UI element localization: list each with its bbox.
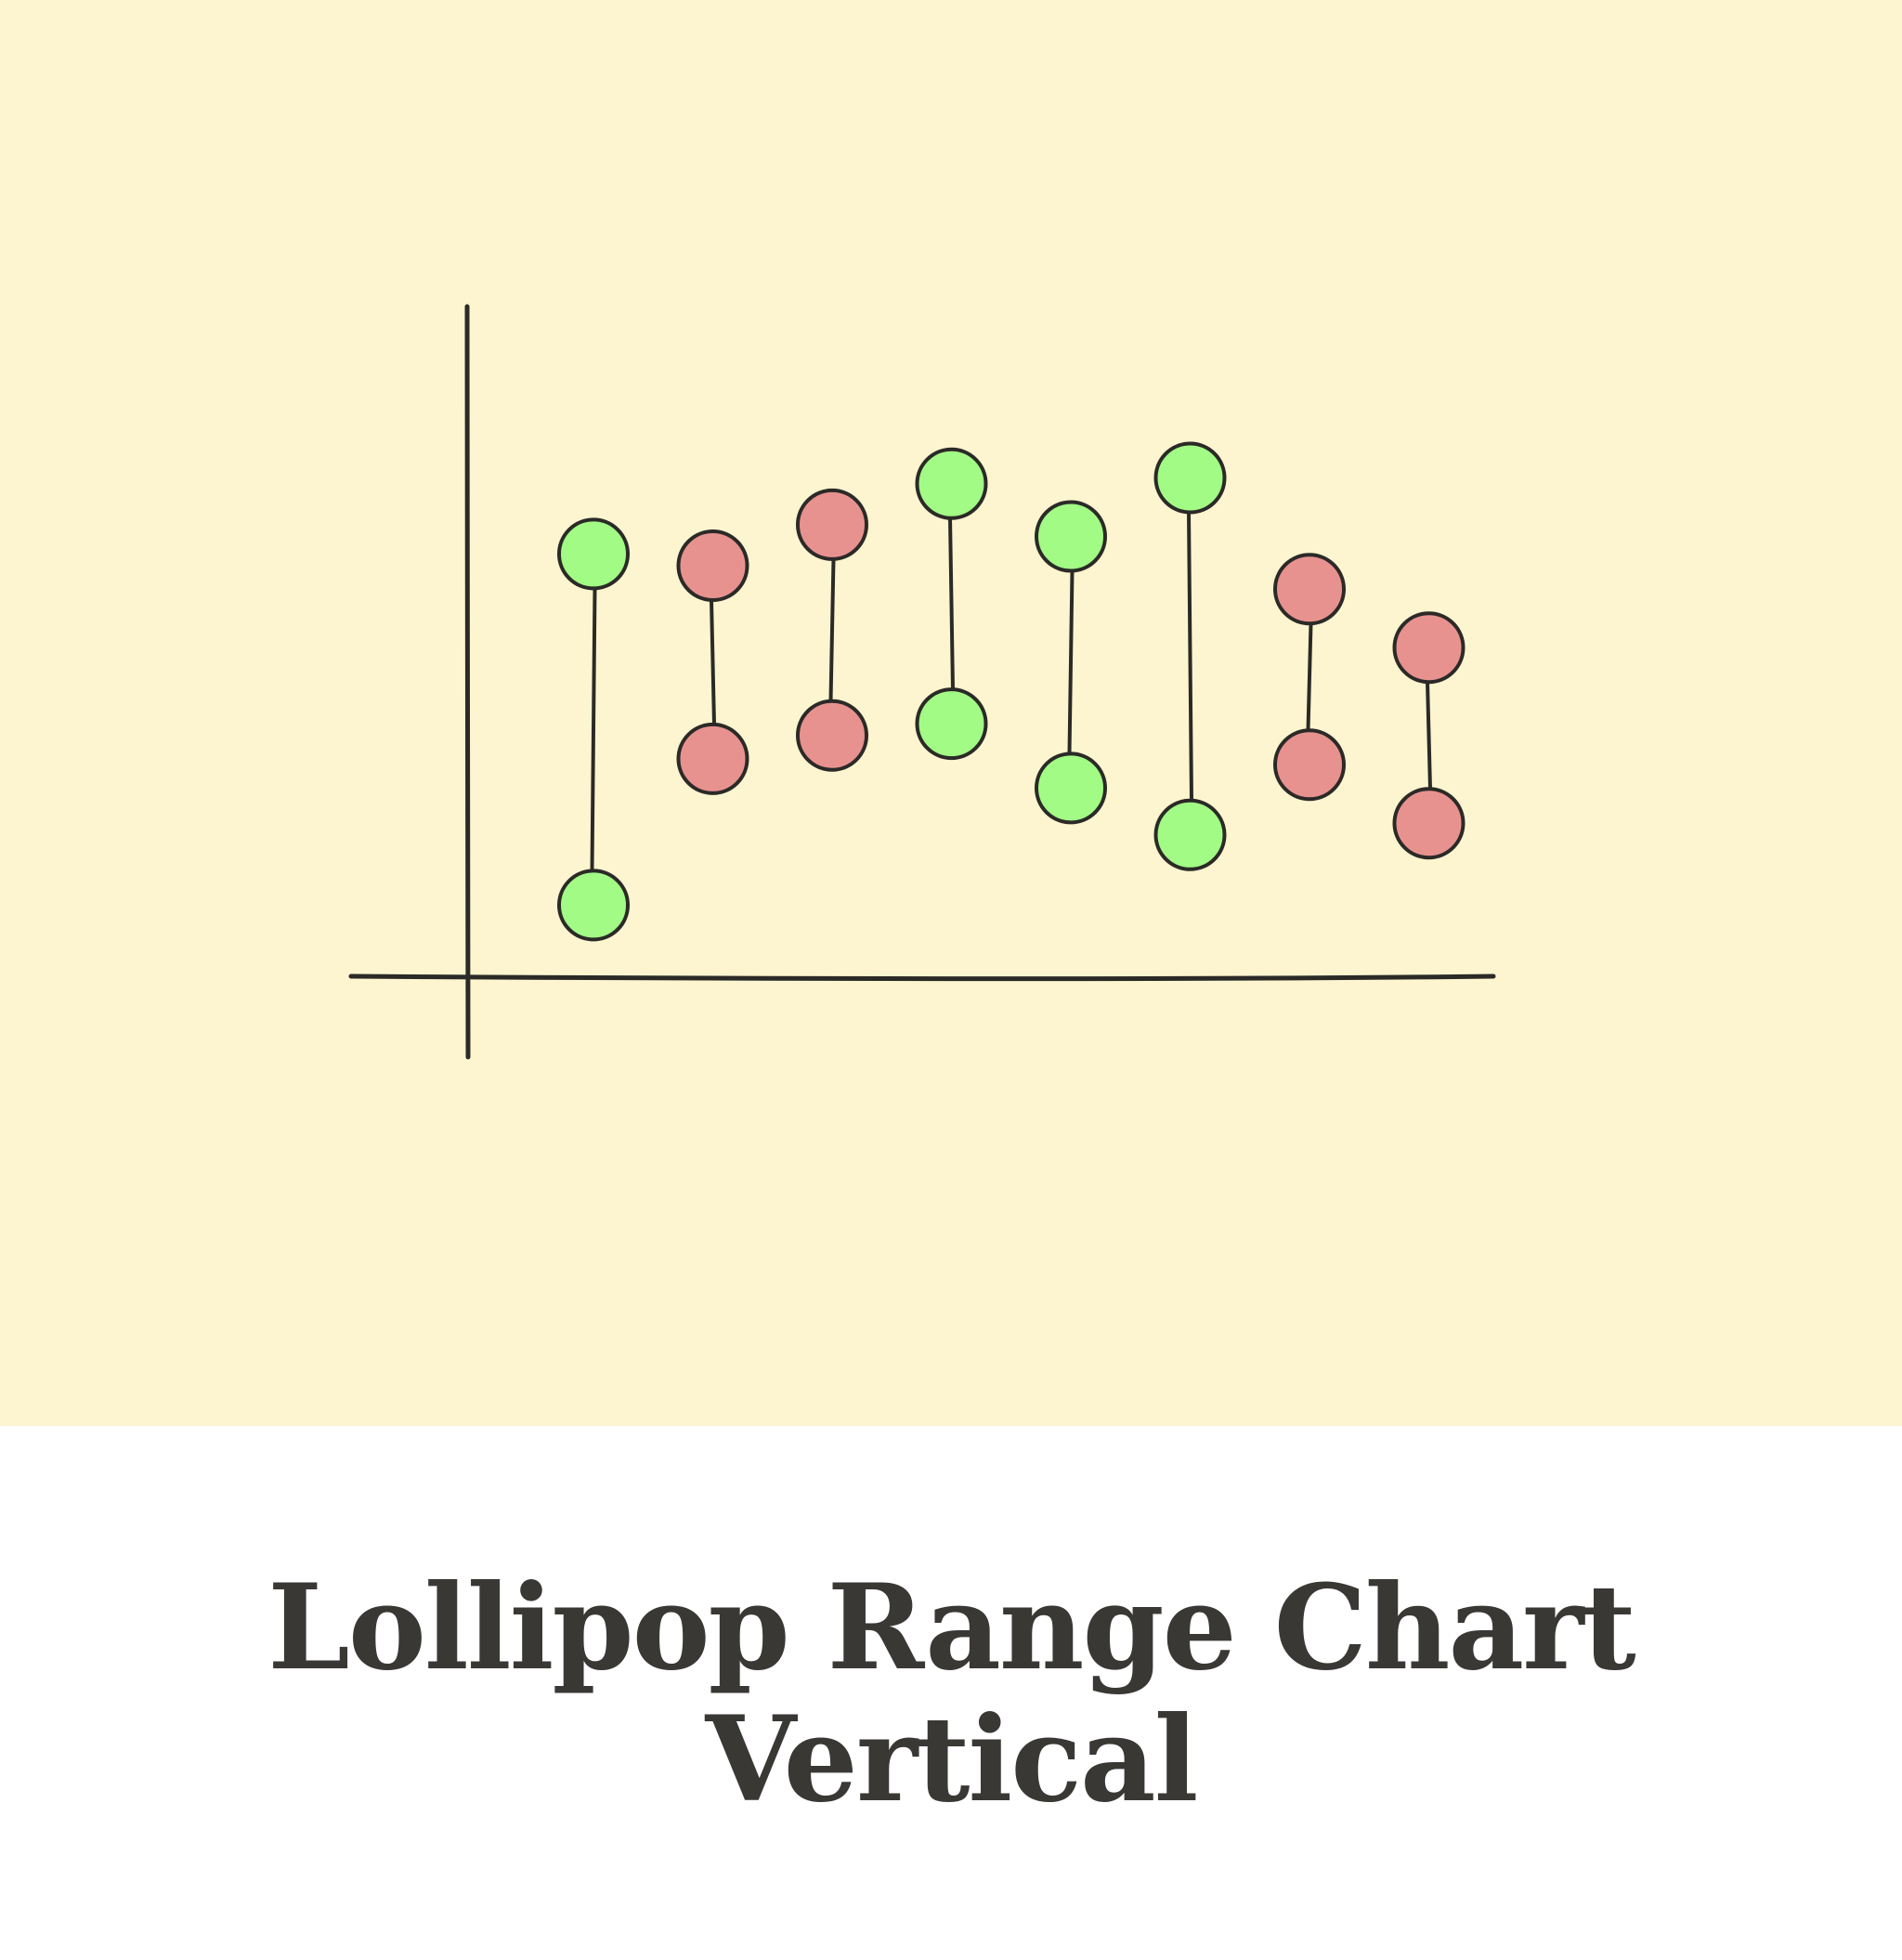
x-axis bbox=[348, 973, 1496, 982]
range-start-marker-5 bbox=[1035, 751, 1107, 825]
axes bbox=[348, 304, 1496, 1060]
range-start-marker-1 bbox=[557, 869, 630, 942]
range-stem-8 bbox=[1426, 680, 1432, 791]
range-start-marker-6 bbox=[1153, 798, 1227, 871]
y-axis bbox=[464, 304, 471, 1060]
chart-title-line-1: Lollipop Range Chart bbox=[267, 1558, 1635, 1696]
caption: Lollipop Range Chart Vertical bbox=[0, 1426, 1902, 1960]
range-stem-1 bbox=[590, 586, 597, 873]
range-start-marker-3 bbox=[796, 699, 868, 772]
range-end-marker-4 bbox=[915, 447, 988, 520]
stems bbox=[590, 510, 1432, 873]
range-end-marker-7 bbox=[1273, 553, 1346, 626]
chart-title-line-2: Vertical bbox=[705, 1690, 1198, 1828]
markers bbox=[557, 441, 1466, 942]
range-end-marker-8 bbox=[1392, 611, 1466, 685]
range-end-marker-2 bbox=[676, 529, 749, 602]
lollipop-range-chart bbox=[0, 0, 1902, 1426]
range-stem-5 bbox=[1067, 568, 1075, 756]
range-start-marker-2 bbox=[676, 722, 749, 795]
chart-panel bbox=[0, 0, 1902, 1426]
range-stem-6 bbox=[1187, 510, 1193, 803]
range-end-marker-1 bbox=[557, 517, 630, 591]
range-stem-2 bbox=[710, 598, 716, 726]
range-start-marker-8 bbox=[1392, 787, 1466, 860]
range-stem-4 bbox=[948, 516, 955, 692]
range-stem-7 bbox=[1306, 621, 1313, 733]
range-end-marker-5 bbox=[1035, 500, 1107, 573]
range-start-marker-4 bbox=[915, 687, 988, 761]
range-end-marker-3 bbox=[796, 488, 868, 561]
range-start-marker-7 bbox=[1273, 728, 1346, 802]
range-stem-3 bbox=[828, 556, 836, 703]
range-end-marker-6 bbox=[1153, 441, 1227, 515]
